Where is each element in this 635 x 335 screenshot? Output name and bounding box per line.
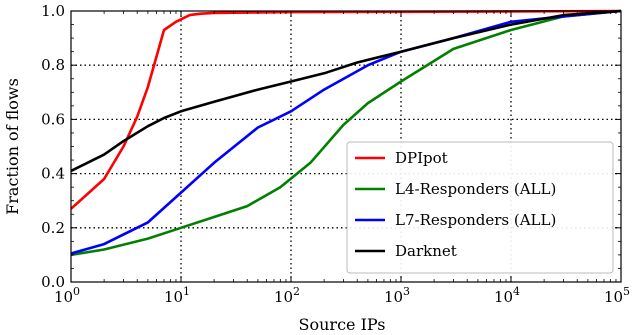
x-tick-base: 10 (384, 288, 403, 306)
legend-box (347, 142, 613, 273)
x-tick-base: 10 (274, 288, 293, 306)
legend-label: DPIpot (395, 149, 448, 167)
x-tick-label: 104 (494, 285, 520, 306)
x-tick-label: 103 (384, 285, 410, 306)
y-tick-label: 0.2 (41, 219, 65, 237)
y-tick-label: 1.0 (41, 2, 65, 20)
legend-label: Darknet (395, 242, 457, 260)
x-tick-exponent: 0 (73, 285, 80, 298)
x-tick-exponent: 3 (403, 285, 410, 298)
y-tick-label: 0.0 (41, 273, 65, 291)
x-tick-exponent: 1 (183, 285, 190, 298)
x-tick-label: 101 (164, 285, 190, 306)
x-axis-title: Source IPs (299, 315, 386, 334)
y-tick-label: 0.8 (41, 56, 65, 74)
y-axis-title: Fraction of flows (3, 78, 22, 215)
x-tick-exponent: 5 (623, 285, 630, 298)
x-tick-label: 102 (274, 285, 300, 306)
legend-label: L4-Responders (ALL) (395, 180, 556, 198)
y-tick-label: 0.6 (41, 110, 65, 128)
x-tick-exponent: 2 (293, 285, 300, 298)
x-tick-base: 10 (164, 288, 183, 306)
legend-label: L7-Responders (ALL) (395, 211, 556, 229)
x-tick-exponent: 4 (513, 285, 520, 298)
x-tick-base: 10 (604, 288, 623, 306)
legend: DPIpot L4-Responders (ALL) L7-Responders (… (347, 142, 613, 273)
y-tick-label: 0.4 (41, 165, 65, 183)
x-tick-label: 105 (604, 285, 630, 306)
x-tick-base: 10 (494, 288, 513, 306)
